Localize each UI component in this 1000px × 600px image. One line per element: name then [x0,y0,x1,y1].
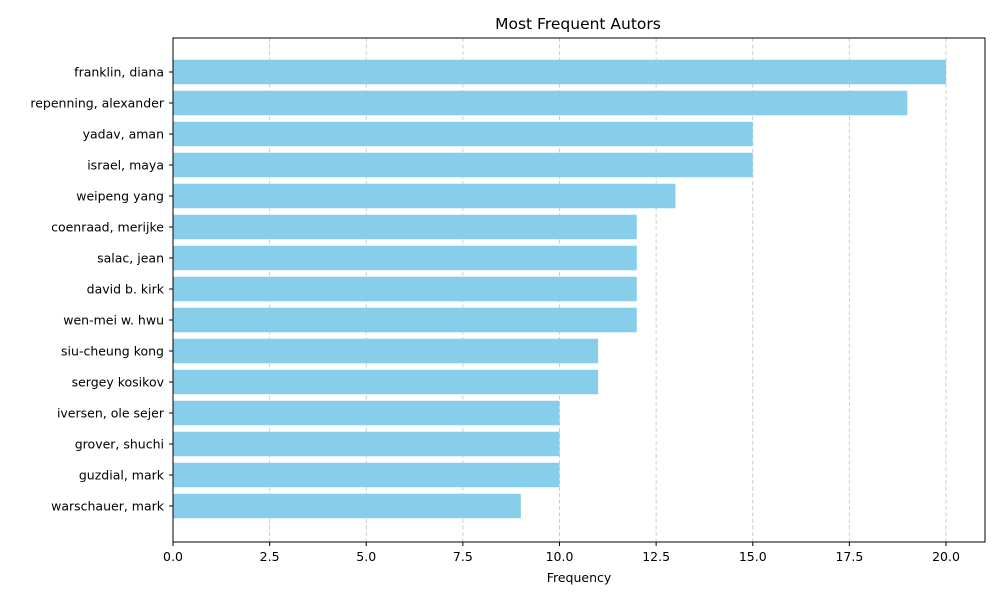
x-tick-label: 20.0 [932,549,960,564]
y-axis-ticks: franklin, diana repenning, alexander yadav… [30,65,173,514]
x-tick-label: 10.0 [546,549,574,564]
bar [173,338,599,364]
x-axis-label: Frequency [547,570,612,585]
bar [173,183,676,209]
x-axis-ticks: 0.0 2.5 5.0 7.5 10.0 12.5 15.0 17.5 20.0 [163,542,960,564]
y-tick-label: israel, maya [87,158,164,173]
x-tick-label: 0.0 [163,549,183,564]
bar [173,400,560,426]
y-tick-label: coenraad, merijke [51,220,164,235]
y-tick-label: repenning, alexander [30,96,165,111]
y-tick-label: guzdial, mark [79,468,165,483]
x-tick-label: 17.5 [835,549,863,564]
bar [173,462,560,488]
bar [173,214,637,240]
y-tick-label: david b. kirk [87,282,165,297]
y-tick-label: warschauer, mark [51,499,165,514]
bar [173,369,599,395]
y-tick-label: iversen, ole sejer [57,406,165,421]
x-tick-label: 7.5 [453,549,473,564]
x-tick-label: 2.5 [260,549,280,564]
bar [173,90,908,116]
y-tick-label: sergey kosikov [72,375,165,390]
y-tick-label: grover, shuchi [75,437,164,452]
bar [173,431,560,457]
bar [173,307,637,333]
bar [173,245,637,271]
chart-title: Most Frequent Autors [495,15,661,33]
y-tick-label: wen-mei w. hwu [63,313,164,328]
x-tick-label: 15.0 [739,549,767,564]
bar [173,276,637,302]
bars [173,59,946,519]
y-tick-label: siu-cheung kong [61,344,164,359]
bar [173,152,753,178]
x-tick-label: 5.0 [356,549,376,564]
y-tick-label: yadav, aman [83,127,164,142]
bar [173,493,521,519]
bar [173,121,753,147]
y-tick-label: salac, jean [97,251,164,266]
y-tick-label: franklin, diana [74,65,164,80]
x-tick-label: 12.5 [642,549,670,564]
plot-frame [172,37,986,543]
bar [173,59,946,85]
y-tick-label: weipeng yang [76,189,164,204]
